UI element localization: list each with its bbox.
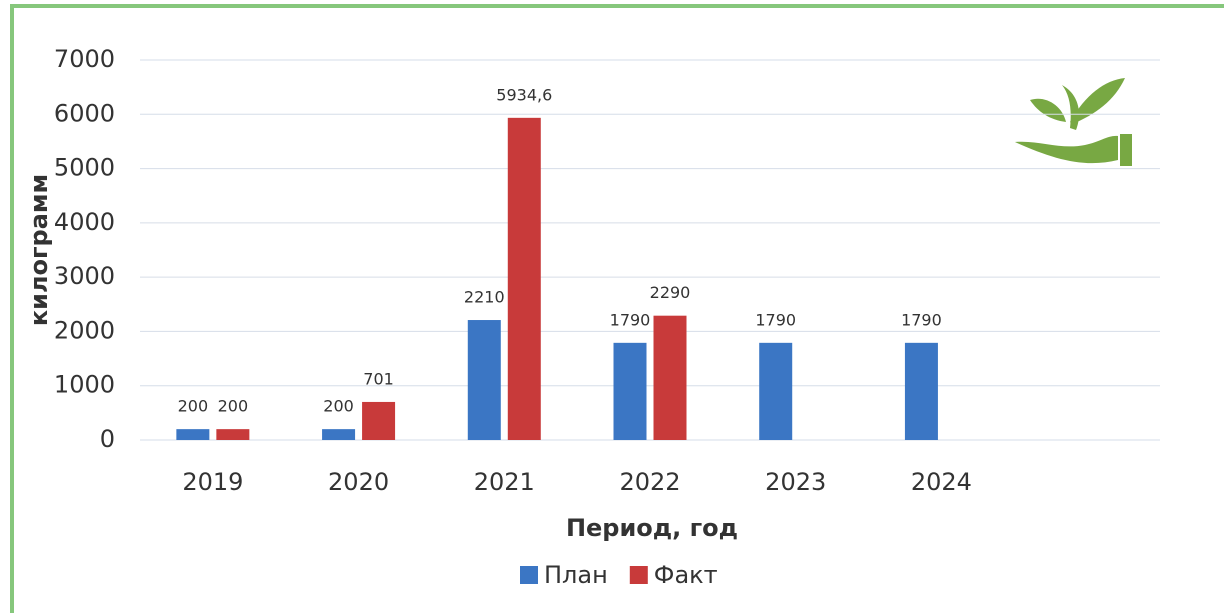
bar (904, 342, 938, 440)
legend-label: План (544, 561, 608, 589)
data-label: 2290 (650, 283, 691, 302)
data-label: 1790 (755, 310, 796, 329)
bar (653, 315, 687, 440)
y-axis-title: килограмм (25, 174, 53, 326)
bar (322, 429, 356, 440)
data-label: 5934,6 (496, 85, 552, 104)
data-label: 200 (323, 397, 354, 416)
bar (613, 342, 647, 440)
bar (507, 117, 541, 440)
bar (216, 429, 250, 440)
legend-swatch (520, 566, 538, 584)
y-tick-label: 1000 (54, 371, 115, 399)
frame (10, 4, 1224, 613)
y-tick-label: 3000 (54, 262, 115, 290)
y-tick-label: 7000 (54, 45, 115, 73)
legend-label: Факт (654, 561, 718, 589)
bar (176, 429, 210, 440)
bar (362, 401, 396, 440)
x-tick-label: 2022 (619, 468, 680, 496)
bar (467, 320, 501, 440)
x-tick-label: 2024 (911, 468, 972, 496)
bar (759, 342, 793, 440)
data-label: 1790 (610, 310, 651, 329)
legend-swatch (629, 566, 648, 584)
x-tick-label: 2020 (328, 468, 389, 496)
x-tick-label: 2019 (182, 468, 243, 496)
x-axis-title: Период, год (566, 514, 738, 542)
data-label: 200 (178, 397, 209, 416)
y-tick-label: 5000 (54, 154, 115, 182)
data-label: 701 (363, 369, 394, 388)
data-label: 1790 (901, 310, 942, 329)
y-tick-label: 6000 (54, 99, 115, 127)
plant-icon (1015, 78, 1132, 166)
y-tick-label: 0 (100, 425, 115, 453)
x-tick-label: 2023 (765, 468, 826, 496)
data-label: 200 (218, 397, 249, 416)
y-tick-label: 4000 (54, 208, 115, 236)
data-label: 2210 (464, 288, 505, 307)
y-tick-label: 2000 (54, 316, 115, 344)
x-tick-label: 2021 (474, 468, 535, 496)
